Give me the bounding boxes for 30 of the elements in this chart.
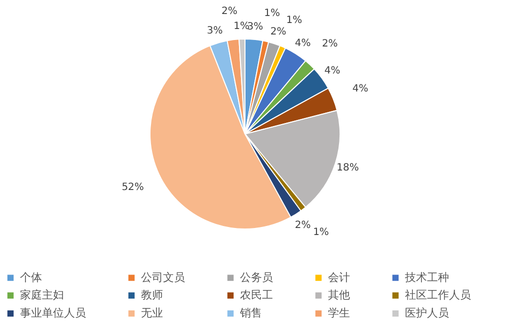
data-label: 4% bbox=[352, 83, 368, 94]
legend-label: 医护人员 bbox=[405, 306, 449, 320]
data-label: 4% bbox=[294, 38, 311, 49]
data-label: 52% bbox=[122, 182, 144, 193]
legend-label: 家庭主妇 bbox=[20, 288, 64, 302]
legend-label: 技术工种 bbox=[404, 270, 449, 284]
data-label: 1% bbox=[286, 15, 302, 26]
legend-label: 教师 bbox=[141, 288, 163, 302]
data-label: 3% bbox=[206, 25, 223, 36]
legend-label: 公司文员 bbox=[141, 270, 185, 284]
legend-label: 农民工 bbox=[240, 288, 273, 302]
data-label: 3% bbox=[247, 21, 264, 32]
legend-label: 销售 bbox=[239, 306, 262, 320]
legend-label: 会计 bbox=[328, 270, 350, 284]
data-label: 1% bbox=[313, 226, 329, 238]
legend-label: 社区工作人员 bbox=[405, 288, 471, 302]
legend-label: 无业 bbox=[141, 306, 163, 320]
data-label: 4% bbox=[324, 66, 340, 77]
data-label: 2% bbox=[322, 38, 338, 50]
data-label: 18% bbox=[336, 162, 359, 174]
data-label: 1% bbox=[234, 21, 250, 32]
data-label: 2% bbox=[294, 220, 311, 232]
data-label: 2% bbox=[270, 26, 286, 38]
legend-label: 事业单位人员 bbox=[20, 306, 86, 320]
legend-label: 个体 bbox=[20, 270, 42, 284]
legend-label: 其他 bbox=[328, 288, 350, 302]
data-label: 1% bbox=[264, 8, 280, 19]
legend-label: 学生 bbox=[328, 306, 350, 320]
legend-label: 公务员 bbox=[240, 270, 273, 284]
data-label: 2% bbox=[222, 6, 238, 17]
